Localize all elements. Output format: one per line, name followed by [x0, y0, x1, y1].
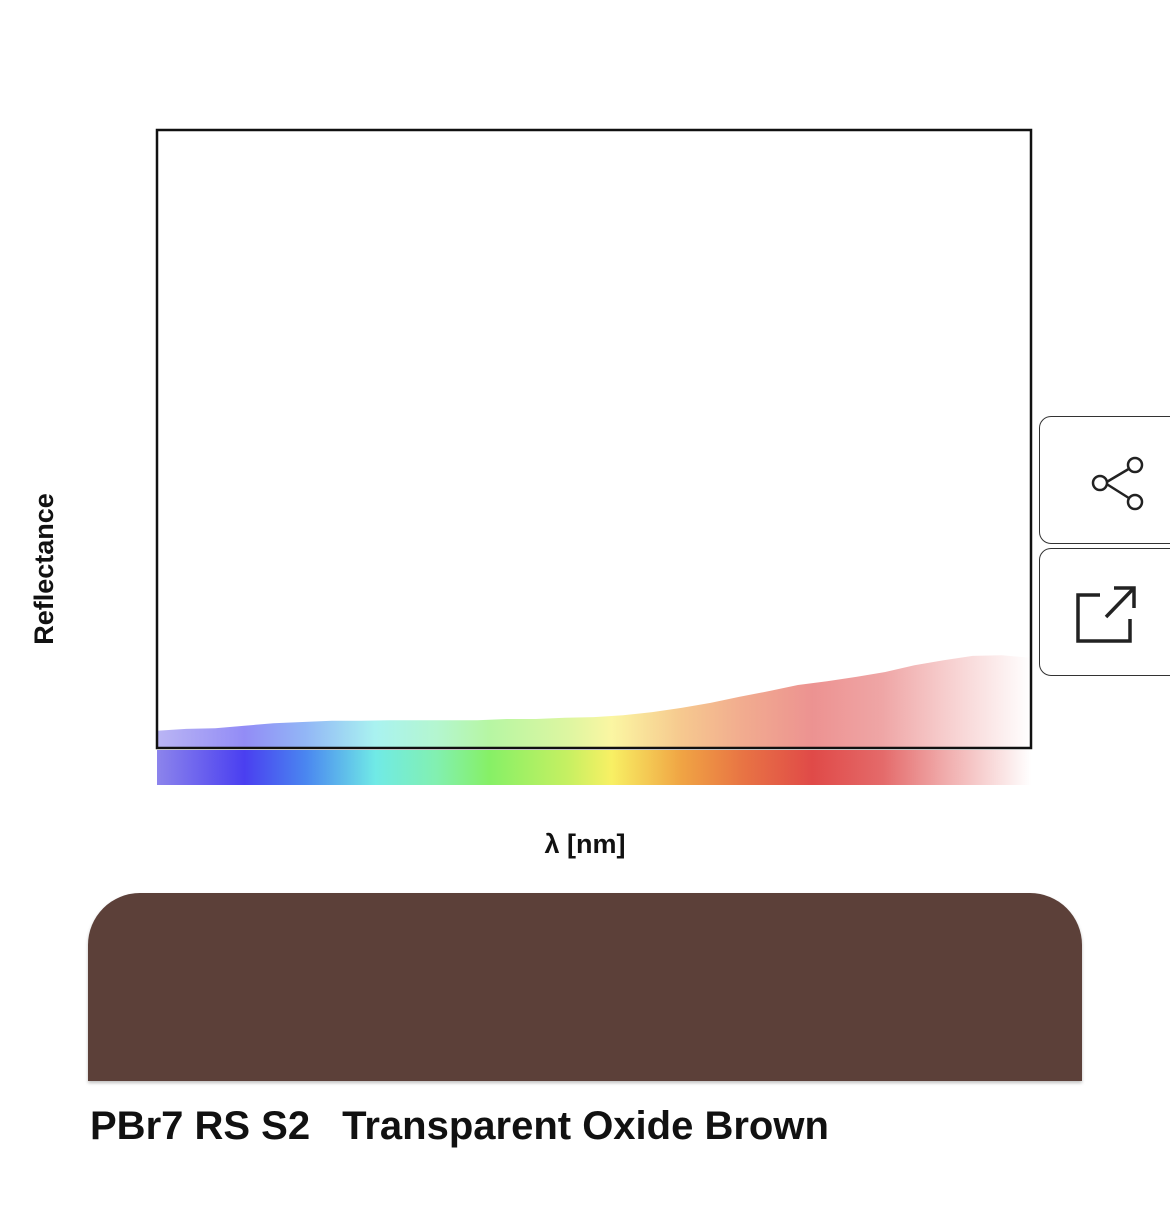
plot-frame — [155, 128, 1033, 750]
y-axis-title: Reflectance — [29, 493, 59, 645]
share-button[interactable] — [1039, 416, 1170, 544]
chart: Reflectance λ [nm] — [29, 128, 1033, 859]
area-fill — [157, 655, 1031, 748]
pigment-name: Transparent Oxide Brown — [342, 1104, 829, 1148]
open-external-button[interactable] — [1039, 548, 1170, 676]
pigment-code: PBr7 RS S2 — [90, 1104, 311, 1148]
color-swatch — [88, 893, 1082, 1081]
spectrum-bar — [157, 750, 1031, 785]
external-link-icon — [1076, 586, 1136, 643]
x-axis-title: λ [nm] — [545, 829, 626, 859]
pigment-label: PBr7 RS S2 Transparent Oxide Brown — [90, 1104, 829, 1149]
share-icon — [1091, 456, 1144, 511]
